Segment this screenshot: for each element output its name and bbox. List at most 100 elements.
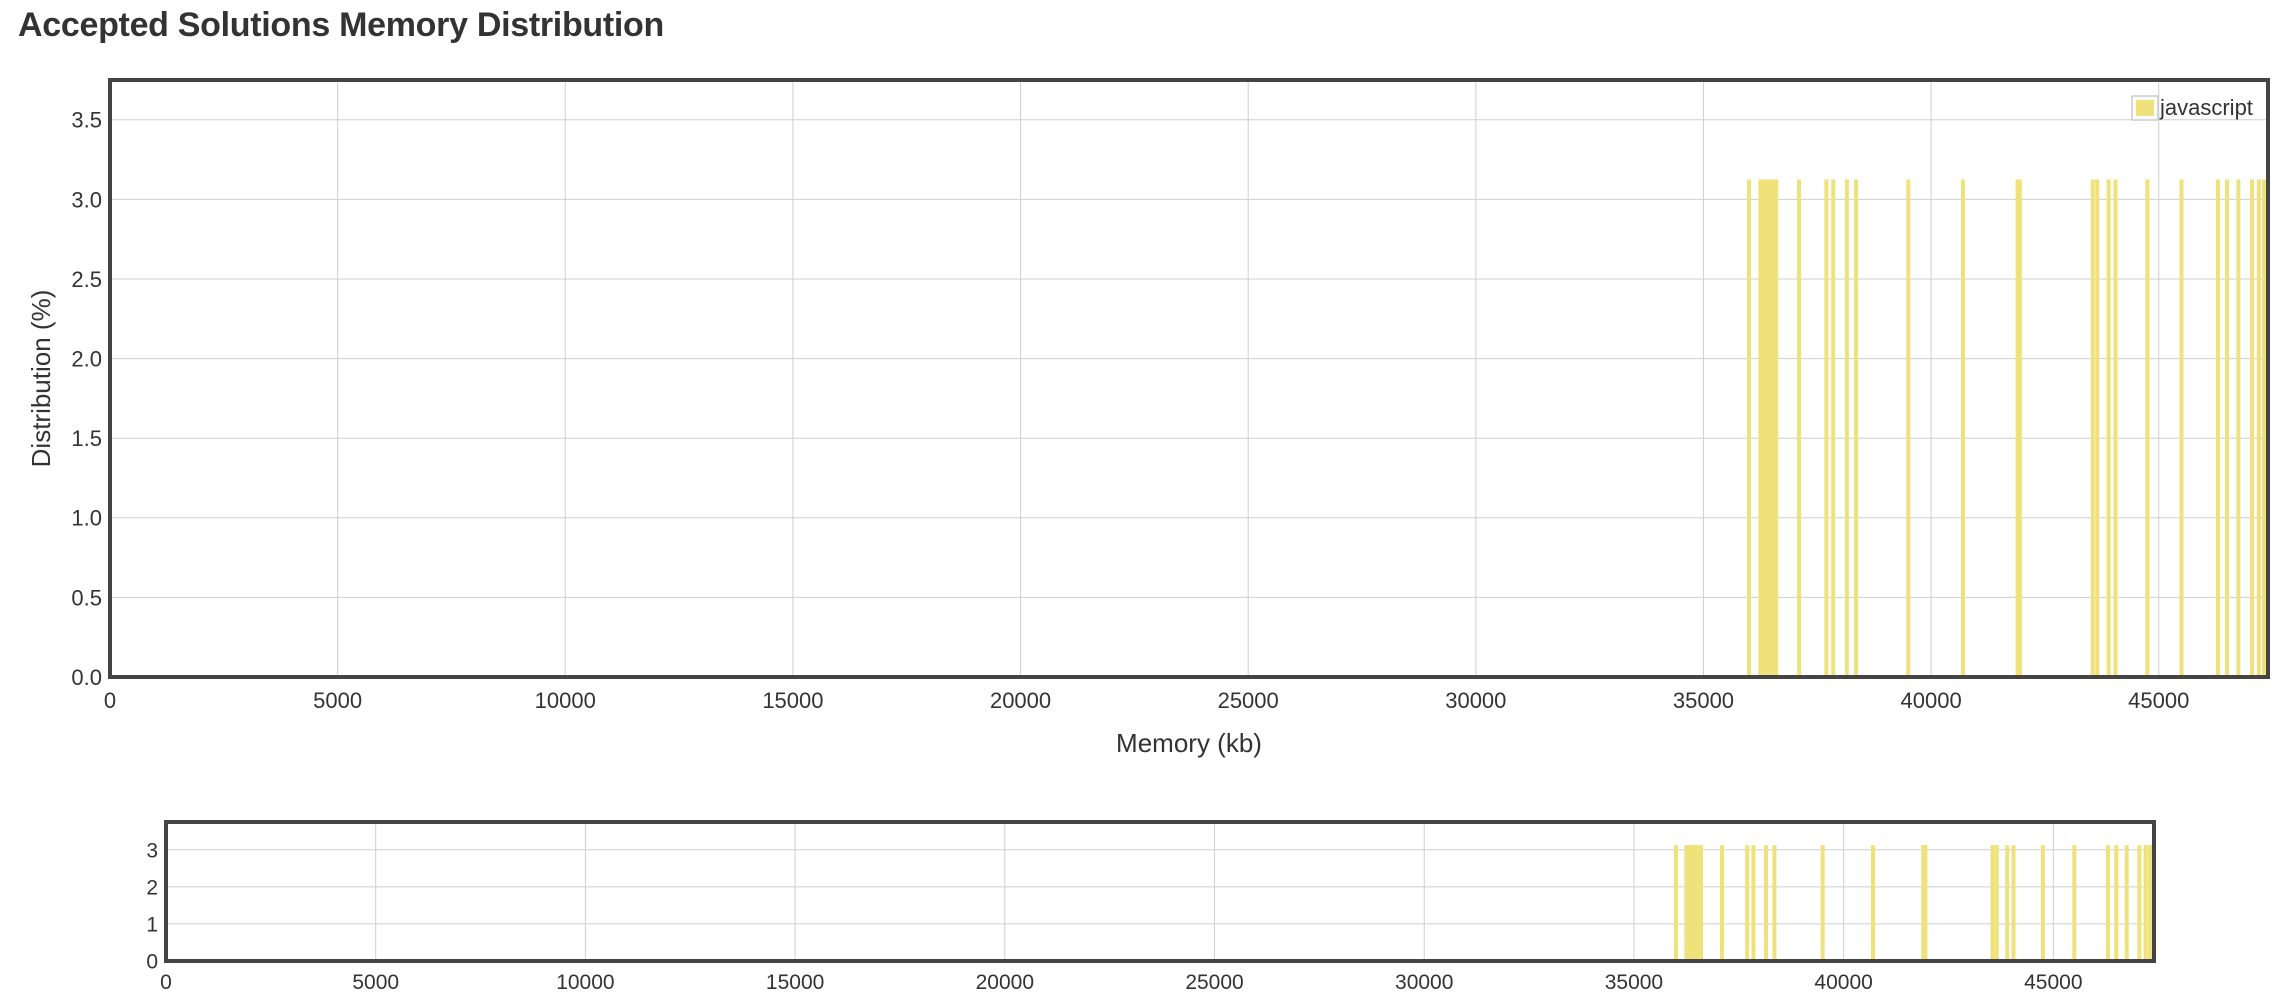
- overview-bar[interactable]: [2005, 845, 2010, 961]
- main-bar[interactable]: [1797, 179, 1802, 678]
- overview-x-tick-label: 45000: [2024, 971, 2082, 994]
- overview-x-tick-label: 25000: [1185, 971, 1243, 994]
- main-bar[interactable]: [1767, 179, 1772, 678]
- x-axis-label: Memory (kb): [1116, 728, 1262, 758]
- main-bar[interactable]: [1769, 179, 1774, 678]
- overview-bar[interactable]: [1745, 845, 1750, 961]
- overview-x-tick-label: 40000: [1814, 971, 1872, 994]
- main-bar[interactable]: [1746, 179, 1751, 678]
- main-bar[interactable]: [2145, 179, 2150, 678]
- overview-bar[interactable]: [1694, 845, 1699, 961]
- overview-x-tick-label: 35000: [1605, 971, 1663, 994]
- overview-bar[interactable]: [2105, 845, 2110, 961]
- overview-bar[interactable]: [1673, 845, 1678, 961]
- overview-bar[interactable]: [2143, 845, 2148, 961]
- overview-bar[interactable]: [1699, 845, 1704, 961]
- main-bar[interactable]: [2106, 179, 2111, 678]
- legend-swatch: [2136, 100, 2154, 116]
- main-y-tick-label: 0.0: [71, 665, 102, 690]
- main-bar[interactable]: [2113, 179, 2118, 678]
- overview-bar[interactable]: [1994, 845, 1999, 961]
- overview-bar[interactable]: [1690, 845, 1695, 961]
- main-x-tick-label: 35000: [1673, 688, 1734, 713]
- overview-x-tick-label: 0: [160, 971, 172, 994]
- main-x-tick-label: 20000: [990, 688, 1051, 713]
- chart-legend[interactable]: javascript: [2131, 95, 2253, 121]
- main-y-tick-label: 1.0: [71, 506, 102, 531]
- main-plot-frame: [108, 78, 2270, 679]
- overview-plot-area[interactable]: 0 5000 10000 15000 20000 25000 30000 35000 40000…: [146, 820, 2156, 994]
- main-y-tick-label: 3.0: [71, 187, 102, 212]
- overview-bar[interactable]: [2148, 845, 2152, 961]
- overview-bar[interactable]: [1820, 845, 1825, 961]
- main-bar[interactable]: [2017, 179, 2022, 678]
- main-bar[interactable]: [2250, 179, 2255, 678]
- overview-bar[interactable]: [1921, 845, 1926, 961]
- main-x-tick-label: 30000: [1445, 688, 1506, 713]
- overview-bar[interactable]: [1870, 845, 1875, 961]
- overview-bar[interactable]: [2114, 845, 2119, 961]
- overview-y-tick-label: 2: [146, 876, 158, 899]
- main-y-tick-label: 2.0: [71, 347, 102, 372]
- overview-bar[interactable]: [1720, 845, 1725, 961]
- main-plot-background: [110, 80, 2268, 677]
- main-bar[interactable]: [2236, 179, 2241, 678]
- main-bar[interactable]: [1760, 179, 1765, 678]
- overview-x-tick-label: 20000: [976, 971, 1034, 994]
- main-x-tick-label: 10000: [535, 688, 596, 713]
- overview-bar[interactable]: [1692, 845, 1697, 961]
- overview-x-tick-label: 10000: [556, 971, 614, 994]
- overview-x-tick-label: 5000: [352, 971, 399, 994]
- overview-x-tick-label: 30000: [1395, 971, 1453, 994]
- main-bar[interactable]: [2095, 179, 2100, 678]
- overview-bar[interactable]: [1751, 845, 1756, 961]
- overview-bar[interactable]: [2040, 845, 2045, 961]
- main-y-tick-label: 0.5: [71, 585, 102, 610]
- main-bar[interactable]: [1960, 179, 1965, 678]
- main-bar[interactable]: [1844, 179, 1849, 678]
- main-y-tick-label: 1.5: [71, 426, 102, 451]
- main-bar[interactable]: [1758, 179, 1763, 678]
- overview-bar[interactable]: [1764, 845, 1769, 961]
- main-bar[interactable]: [2215, 179, 2220, 678]
- main-y-tick-label: 3.5: [71, 108, 102, 133]
- main-bar[interactable]: [1772, 179, 1777, 678]
- overview-y-tick-label: 0: [146, 951, 158, 974]
- page-title: Accepted Solutions Memory Distribution: [18, 6, 664, 44]
- overview-bar[interactable]: [1688, 845, 1693, 961]
- main-bar[interactable]: [2090, 179, 2095, 678]
- main-plot-area[interactable]: 0 5000 10000 15000 20000 25000 30000 35000 40000…: [26, 78, 2270, 758]
- overview-bar[interactable]: [1990, 845, 1995, 961]
- main-bar[interactable]: [1762, 179, 1767, 678]
- overview-bar[interactable]: [2072, 845, 2077, 961]
- main-x-tick-label: 45000: [2128, 688, 2189, 713]
- main-x-tick-label: 0: [104, 688, 116, 713]
- main-bar[interactable]: [2179, 179, 2184, 678]
- overview-bar[interactable]: [2124, 845, 2129, 961]
- overview-x-tick-label: 15000: [766, 971, 824, 994]
- overview-bar[interactable]: [1686, 845, 1691, 961]
- overview-bar[interactable]: [1684, 845, 1689, 961]
- main-bar[interactable]: [1853, 179, 1858, 678]
- overview-bar[interactable]: [2137, 845, 2142, 961]
- main-bar[interactable]: [1906, 179, 1911, 678]
- main-bar[interactable]: [1831, 179, 1836, 678]
- overview-y-tick-label: 1: [146, 913, 158, 936]
- main-bar[interactable]: [1824, 179, 1829, 678]
- overview-bar[interactable]: [1772, 845, 1777, 961]
- main-x-tick-label: 15000: [762, 688, 823, 713]
- overview-bar[interactable]: [1923, 845, 1928, 961]
- overview-bar[interactable]: [2011, 845, 2016, 961]
- main-bar[interactable]: [2262, 179, 2266, 678]
- main-bar[interactable]: [1774, 179, 1779, 678]
- main-bar[interactable]: [2015, 179, 2020, 678]
- overview-bar[interactable]: [1696, 845, 1701, 961]
- main-x-tick-label: 5000: [313, 688, 362, 713]
- overview-plot-frame: [164, 820, 2156, 963]
- main-x-tick-label: 40000: [1901, 688, 1962, 713]
- y-axis-label: Distribution (%): [26, 290, 56, 468]
- main-bar[interactable]: [2225, 179, 2230, 678]
- main-bar[interactable]: [1765, 179, 1770, 678]
- main-bar[interactable]: [2256, 179, 2261, 678]
